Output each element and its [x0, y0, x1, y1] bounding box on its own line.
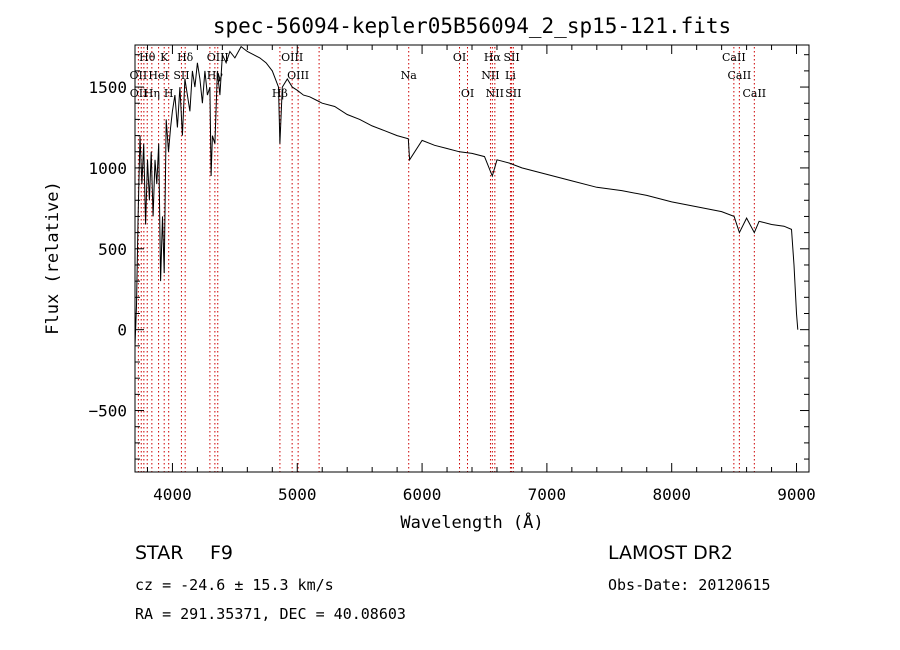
- object-class: STAR: [135, 542, 184, 564]
- annotation-label-21: Hβ: [272, 87, 288, 100]
- chart-title: spec-56094-kepler05B56094_2_sp15-121.fit…: [213, 14, 731, 38]
- x-axis-label: Wavelength (Å): [400, 511, 543, 533]
- y-tick-label: 1000: [88, 159, 127, 178]
- observation-date: Obs-Date: 20120615: [608, 576, 771, 594]
- line-markers: [137, 47, 755, 472]
- annotation-label-13: OIII: [287, 69, 309, 82]
- annotation-label-20: H: [164, 87, 174, 100]
- y-tick-label: 1500: [88, 78, 127, 97]
- y-axis: −500 0 500 1000 1500: [88, 54, 809, 460]
- y-tick-label: 0: [117, 321, 127, 340]
- x-tick-label: 6000: [403, 485, 442, 504]
- object-subclass: F9: [210, 542, 234, 564]
- y-axis-label: Flux (relative): [43, 181, 63, 335]
- annotation-label-15: NII: [481, 69, 499, 82]
- x-tick-label: 4000: [153, 485, 192, 504]
- annotation-label-0: Hθ: [139, 51, 156, 64]
- x-tick-label: 7000: [528, 485, 567, 504]
- annotation-label-18: OII: [130, 87, 148, 100]
- x-axis: 4000 5000 6000 7000 8000 9000: [146, 45, 816, 504]
- annotation-label-10: HeI: [148, 69, 168, 82]
- annotation-label-2: Hδ: [177, 51, 194, 64]
- annotation-label-24: SII: [505, 87, 521, 100]
- x-tick-label: 5000: [278, 485, 317, 504]
- annotation-label-17: CaII: [728, 69, 752, 82]
- y-tick-label: −500: [88, 402, 127, 421]
- y-tick-label: 500: [98, 240, 127, 259]
- annotation-label-8: CaII: [722, 51, 746, 64]
- spectrum-line: [134, 45, 799, 346]
- annotation-label-23: NII: [486, 87, 504, 100]
- annotation-label-22: OI: [461, 87, 474, 100]
- annotation-label-14: Na: [401, 69, 418, 82]
- annotation-label-6: Hα: [484, 51, 502, 64]
- annotation-label-9: OII: [130, 69, 148, 82]
- survey-name: LAMOST DR2: [608, 542, 733, 564]
- annotation-label-12: Hγ: [207, 69, 224, 82]
- annotation-label-7: SII: [503, 51, 519, 64]
- x-tick-label: 9000: [777, 485, 816, 504]
- x-tick-label: 8000: [652, 485, 691, 504]
- annotation-label-16: Li: [505, 69, 516, 82]
- plot-frame: [134, 44, 810, 473]
- annotation-label-25: CaII: [742, 87, 766, 100]
- coordinates: RA = 291.35371, DEC = 40.08603: [135, 605, 406, 623]
- annotation-label-4: OIII: [281, 51, 303, 64]
- annotation-label-5: OI: [453, 51, 466, 64]
- annotation-label-11: SII: [173, 69, 189, 82]
- annotation-label-1: K: [160, 51, 169, 64]
- annotation-label-3: OIII: [207, 51, 229, 64]
- annotation-label-19: Hη: [144, 87, 160, 100]
- redshift-velocity: cz = -24.6 ± 15.3 km/s: [135, 576, 334, 594]
